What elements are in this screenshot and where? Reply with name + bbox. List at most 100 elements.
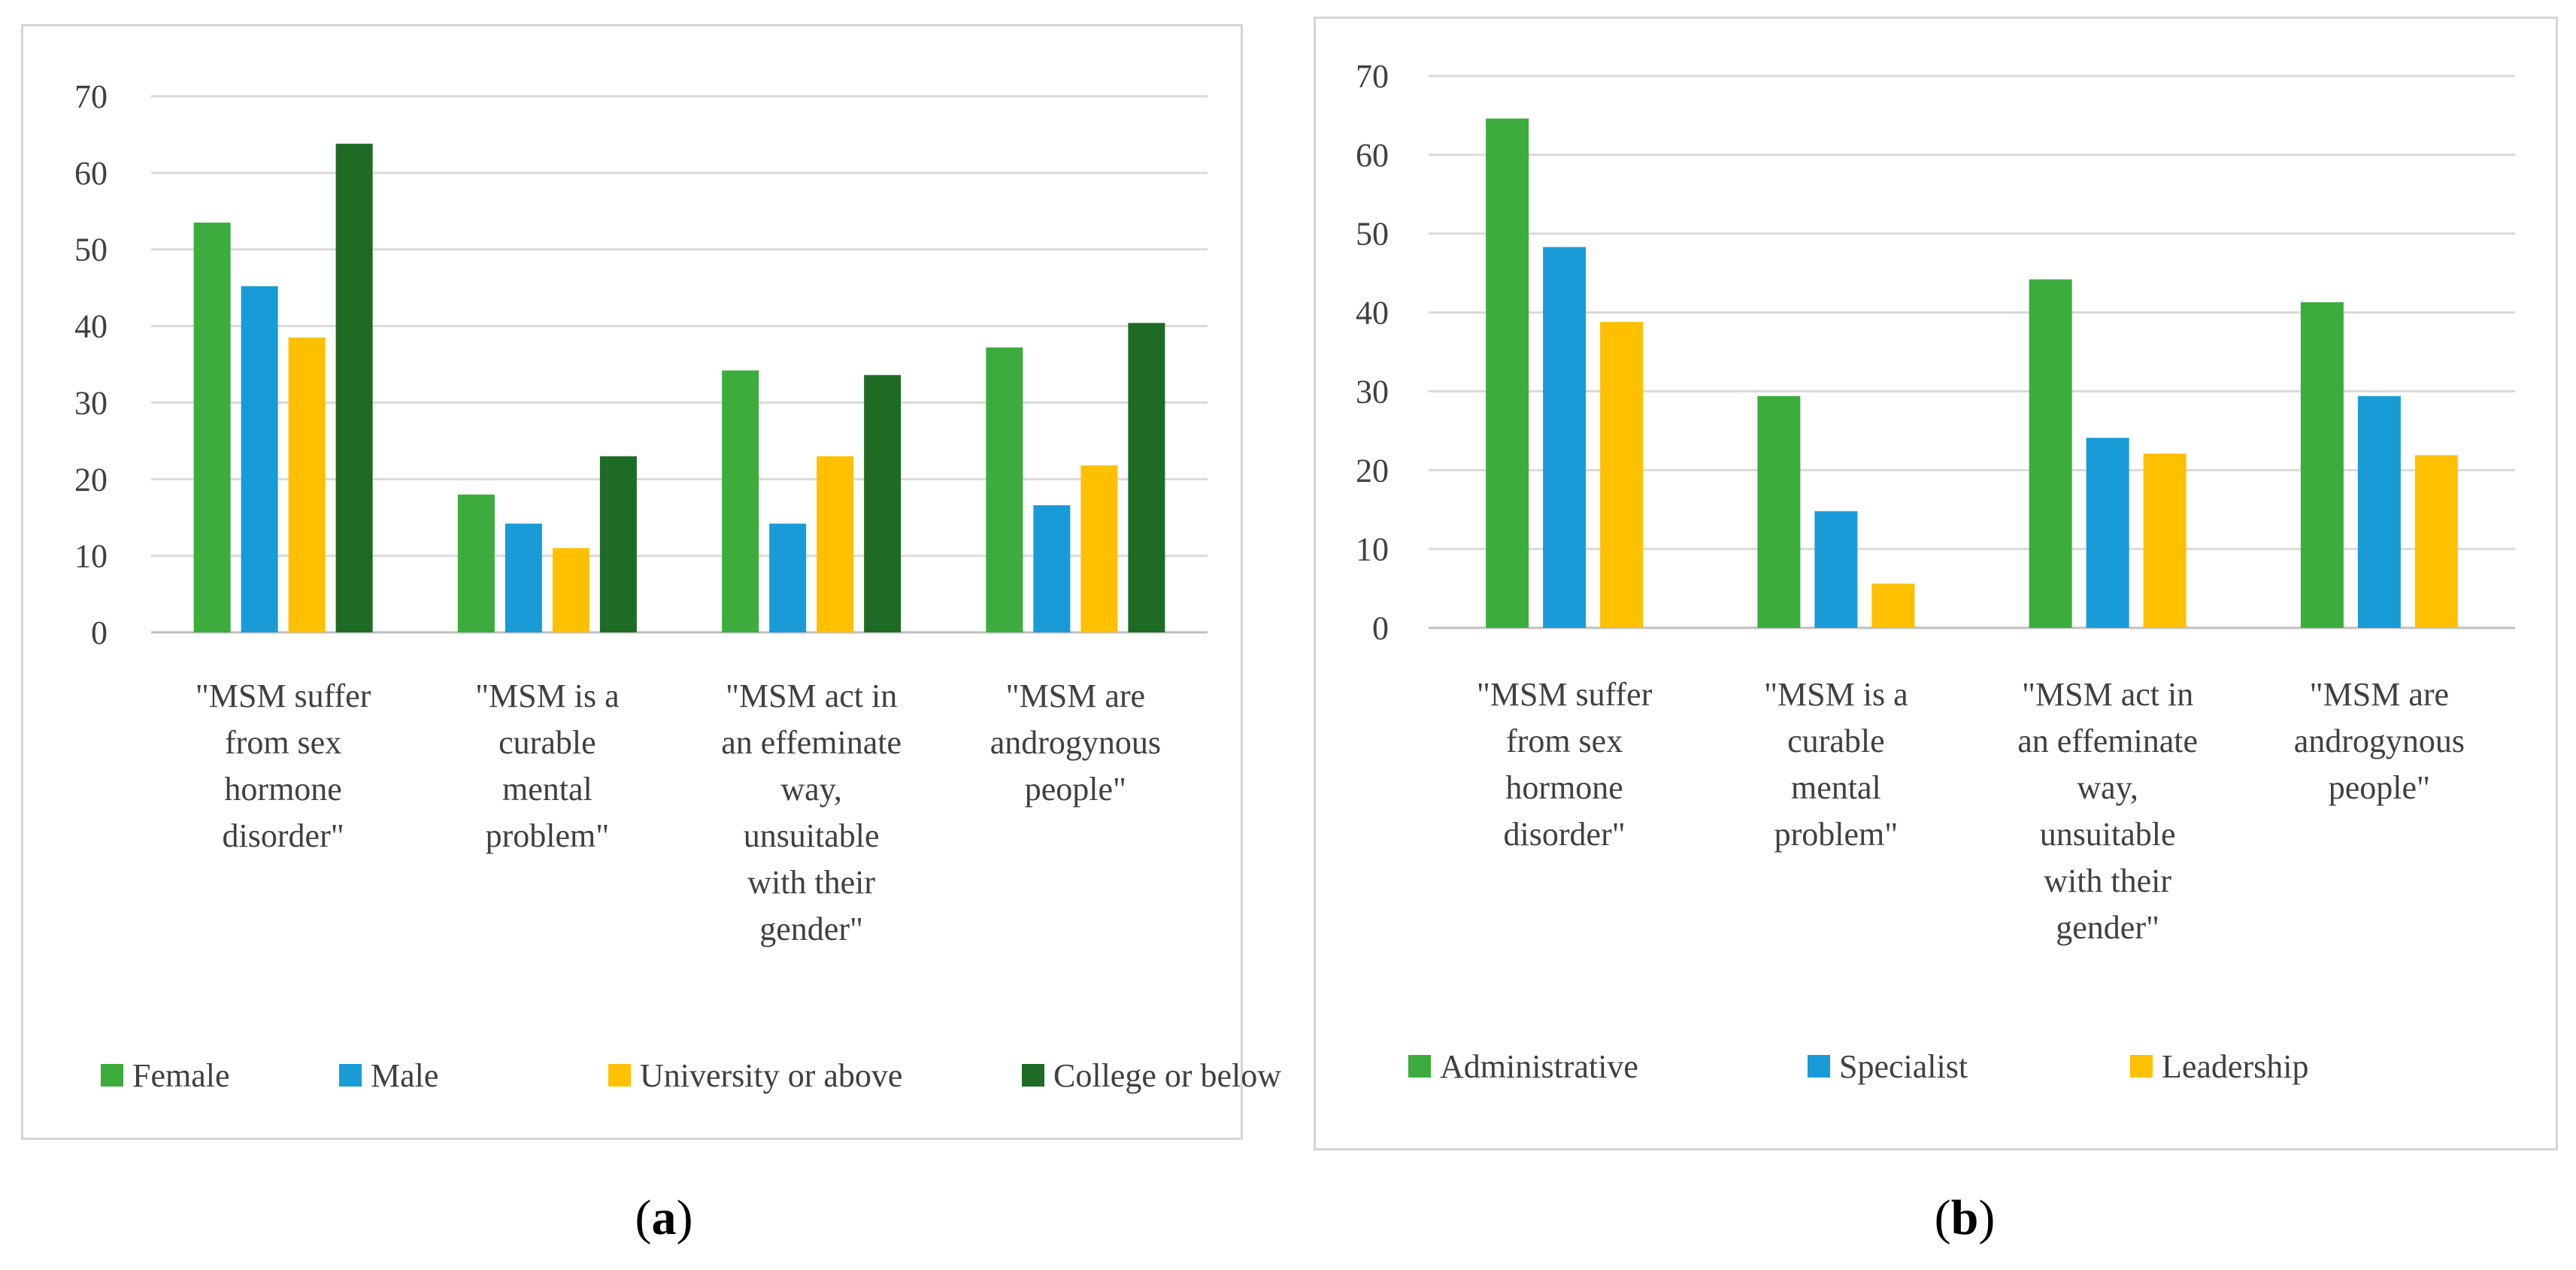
panel-label-a: (a) [635, 1190, 693, 1245]
gridlines [151, 95, 1208, 634]
y-tick-label: 30 [1356, 373, 1389, 410]
category-label-line: "MSM act in [2022, 676, 2193, 713]
category-label-line: gender" [2056, 909, 2159, 946]
category-label-line: mental [502, 771, 592, 808]
bar-leadership [2143, 453, 2187, 628]
category-label-line: "MSM act in [726, 677, 897, 714]
legend-label: Specialist [1839, 1048, 1968, 1085]
chart-frame: 0 10 20 30 40 50 60 70 "MSM suffer from sex hormon… [21, 24, 1281, 1140]
y-axis-ticks: 0 10 20 30 40 50 60 70 [74, 78, 108, 651]
chart-panel-a: 0 10 20 30 40 50 60 70 "MSM suffer from sex hormon… [21, 24, 1281, 1245]
category-label-line: people" [2329, 769, 2430, 806]
bar-college-or-below [864, 374, 902, 632]
category-label: "MSM is a curable mental problem" [1764, 676, 1908, 853]
category-label-line: "MSM is a [1764, 676, 1908, 713]
bars [1486, 118, 2458, 628]
legend-label: Administrative [1440, 1048, 1638, 1085]
legend-swatch [339, 1064, 362, 1087]
bar-administrative [2300, 302, 2344, 628]
y-tick-label: 20 [1356, 452, 1389, 489]
legend-label: Female [132, 1057, 230, 1094]
bar-specialist [2086, 438, 2129, 628]
legend-swatch [2130, 1055, 2153, 1078]
y-tick-label: 40 [1356, 295, 1389, 332]
bar-university-or-above [817, 456, 854, 632]
chart-frame: 0 10 20 30 40 50 60 70 "MSM suffer from sex hormon… [1314, 17, 2558, 1150]
category-label: "MSM is a curable mental problem" [475, 677, 620, 854]
bar-university-or-above [288, 337, 326, 632]
y-tick-label: 30 [74, 384, 108, 421]
y-tick-label: 20 [74, 461, 108, 498]
bar-male [241, 286, 278, 632]
legend-swatch [101, 1064, 123, 1087]
legend-swatch [608, 1064, 631, 1087]
category-label-line: mental [1791, 769, 1881, 806]
category-label-line: hormone [224, 771, 341, 808]
bar-specialist [2357, 396, 2401, 628]
category-label-line: from sex [225, 724, 341, 761]
bar-college-or-below [335, 144, 373, 632]
legend-label: Male [371, 1057, 438, 1094]
bar-female [722, 370, 759, 632]
category-label-line: curable [1787, 723, 1884, 759]
bar-university-or-above [552, 547, 589, 632]
y-tick-label: 10 [74, 538, 108, 574]
bar-administrative [1486, 118, 1529, 628]
category-label-line: androgynous [990, 724, 1161, 761]
bar-specialist [1543, 247, 1587, 628]
y-tick-label: 10 [1356, 531, 1389, 568]
legend: Female Male University or above College or … [101, 1057, 1281, 1094]
bar-chart-svg: 0 10 20 30 40 50 60 70 "MSM suffer from sex hormon… [74, 78, 1281, 1094]
category-label-line: people" [1025, 771, 1126, 808]
category-label-line: with their [2044, 862, 2171, 899]
category-label-line: problem" [1774, 816, 1899, 853]
category-label-line: curable [499, 724, 596, 761]
category-label-line: with their [747, 864, 875, 901]
y-tick-label: 50 [74, 232, 108, 268]
category-label-line: "MSM suffer [1477, 676, 1653, 713]
category-label-line: "MSM suffer [195, 677, 371, 714]
category-label-line: from sex [1506, 723, 1623, 759]
y-tick-label: 40 [74, 308, 108, 345]
bar-university-or-above [1080, 465, 1118, 632]
category-label-line: problem" [486, 817, 610, 854]
y-tick-label: 70 [1356, 58, 1389, 95]
bar-leadership [1871, 583, 1915, 628]
bar-female [193, 223, 231, 632]
bar-male [1033, 505, 1071, 632]
legend-swatch [1022, 1064, 1044, 1087]
y-tick-label: 60 [74, 155, 108, 192]
bar-college-or-below [599, 456, 637, 632]
bar-administrative [1757, 396, 1801, 628]
category-label-line: disorder" [223, 817, 344, 854]
category-label-line: androgynous [2294, 723, 2465, 759]
category-label: "MSM suffer from sex hormone disorder" [1477, 676, 1653, 853]
category-label-line: unsuitable [744, 817, 880, 854]
category-label: "MSM are androgynous people" [990, 677, 1161, 808]
legend-label: University or above [640, 1057, 902, 1094]
bar-male [505, 523, 542, 632]
bar-chart-svg: 0 10 20 30 40 50 60 70 "MSM suffer from sex hormon… [1356, 58, 2515, 1085]
panel-label-b: (b) [1934, 1190, 1996, 1245]
category-label: "MSM act in an effeminate way, unsuitable wi… [721, 677, 902, 947]
category-label-line: disorder" [1504, 816, 1626, 853]
bar-leadership [2414, 455, 2458, 628]
y-tick-label: 70 [74, 78, 108, 115]
legend-label: Leadership [2162, 1048, 2308, 1085]
legend-label: College or below [1053, 1057, 1281, 1094]
category-label: "MSM suffer from sex hormone disorder" [195, 677, 371, 854]
y-tick-label: 60 [1356, 137, 1389, 174]
category-label-line: "MSM are [1006, 677, 1145, 714]
y-axis-ticks: 0 10 20 30 40 50 60 70 [1356, 58, 1389, 647]
y-tick-label: 0 [91, 614, 108, 651]
legend: Administrative Specialist Leadership [1408, 1048, 2308, 1085]
legend-swatch [1808, 1055, 1830, 1078]
category-label: "MSM act in an effeminate way, unsuitable wi… [2017, 676, 2198, 946]
bar-college-or-below [1128, 323, 1165, 632]
bars [193, 144, 1165, 632]
bar-leadership [1600, 322, 1644, 628]
category-label-line: "MSM is a [475, 677, 620, 714]
bar-male [769, 523, 807, 632]
category-label: "MSM are androgynous people" [2294, 676, 2465, 806]
y-tick-label: 50 [1356, 216, 1389, 253]
